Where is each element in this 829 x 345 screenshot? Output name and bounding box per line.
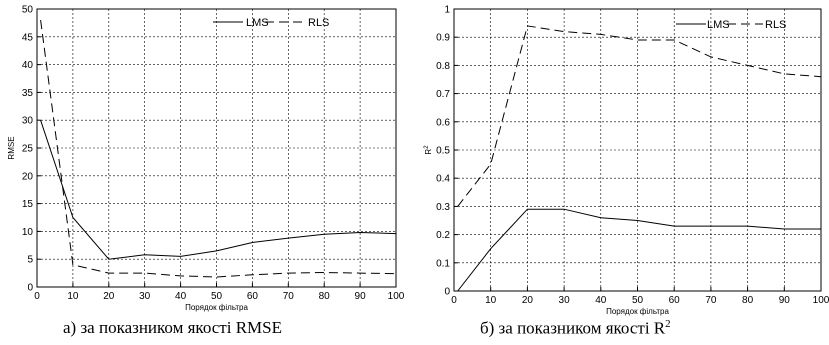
y-tick-label: 1 [444, 5, 450, 16]
x-tick-label: 0 [34, 291, 40, 302]
x-axis-label: Порядок фільтра [185, 303, 248, 312]
y-tick-label: 45 [22, 32, 34, 43]
caption-left: а) за показником якості RMSE [63, 318, 282, 337]
legend-label-rls: RLS [765, 19, 786, 31]
y-tick-label: 0.2 [436, 230, 450, 241]
x-tick-label: 90 [779, 295, 791, 306]
x-tick-label: 70 [705, 295, 717, 306]
y-tick-label: 0.4 [436, 174, 450, 185]
series-line-rls [40, 20, 397, 278]
caption-right-text: б) за показником якості R [480, 318, 666, 338]
x-tick-label: 30 [559, 295, 571, 306]
y-tick-label: 35 [22, 88, 34, 99]
x-tick-label: 20 [522, 295, 534, 306]
x-tick-label: 60 [669, 295, 681, 306]
y-tick-label: 15 [22, 199, 34, 210]
x-tick-label: 40 [175, 291, 187, 302]
y-tick-label: 30 [22, 116, 34, 127]
x-tick-label: 30 [139, 291, 151, 302]
x-tick-label: 60 [247, 291, 259, 302]
y-tick-label: 20 [22, 171, 34, 182]
legend-label-lms: LMS [707, 19, 730, 31]
x-tick-label: 20 [103, 291, 115, 302]
y-axis-label: R2 [424, 145, 433, 155]
y-tick-label: 25 [22, 144, 34, 155]
y-tick-label: 0.5 [436, 146, 450, 157]
x-tick-label: 10 [485, 295, 497, 306]
series-line-lms [457, 208, 821, 292]
y-axis-label-main: R [424, 149, 433, 155]
y-tick-label: 5 [27, 255, 33, 266]
x-tick-label: 100 [388, 291, 405, 302]
x-tick-label: 100 [813, 295, 829, 306]
y-tick-label: 0 [444, 287, 450, 298]
chart-rmse: 0 10 20 30 40 50 60 70 80 90 100 0 5 10 15 20 25 30 35 40 45… [7, 5, 405, 313]
series-line-lms [40, 120, 397, 260]
y-tick-label: 0.3 [436, 202, 450, 213]
x-tick-label: 50 [211, 291, 223, 302]
y-tick-label: 0 [27, 283, 33, 294]
x-tick-label: 90 [355, 291, 367, 302]
x-axis-label: Порядок фільтра [606, 307, 669, 316]
y-tick-label: 0.1 [436, 258, 450, 269]
x-tick-label: 50 [632, 295, 644, 306]
legend-label-rls: RLS [308, 17, 329, 29]
legend: LMS RLS [213, 17, 329, 29]
x-tick-label: 70 [283, 291, 295, 302]
legend: LMS RLS [676, 19, 786, 31]
x-tick-label: 40 [595, 295, 607, 306]
y-tick-label: 50 [22, 5, 34, 16]
y-tick-label: 0.7 [436, 89, 450, 100]
y-axis-label: RMSE [7, 136, 16, 159]
x-tick-label: 80 [319, 291, 331, 302]
x-tick-label: 80 [742, 295, 754, 306]
y-tick-label: 0.9 [436, 33, 450, 44]
legend-label-lms: LMS [246, 17, 269, 29]
y-tick-label: 40 [22, 60, 34, 71]
y-tick-label: 10 [22, 227, 34, 238]
series-line-rls [457, 25, 822, 207]
caption-right-sup: 2 [665, 318, 671, 330]
chart-r2: 0 10 20 30 40 50 60 70 80 90 100 0 0.1 0.2 0.3 0.4 0.5 0.… [424, 5, 829, 317]
y-tick-label: 0.6 [436, 117, 450, 128]
y-axis-label-sup: 2 [424, 145, 430, 149]
caption-right: б) за показником якості R2 [480, 318, 671, 339]
x-tick-label: 0 [451, 295, 457, 306]
y-tick-label: 0.8 [436, 61, 450, 72]
x-tick-label: 10 [67, 291, 79, 302]
